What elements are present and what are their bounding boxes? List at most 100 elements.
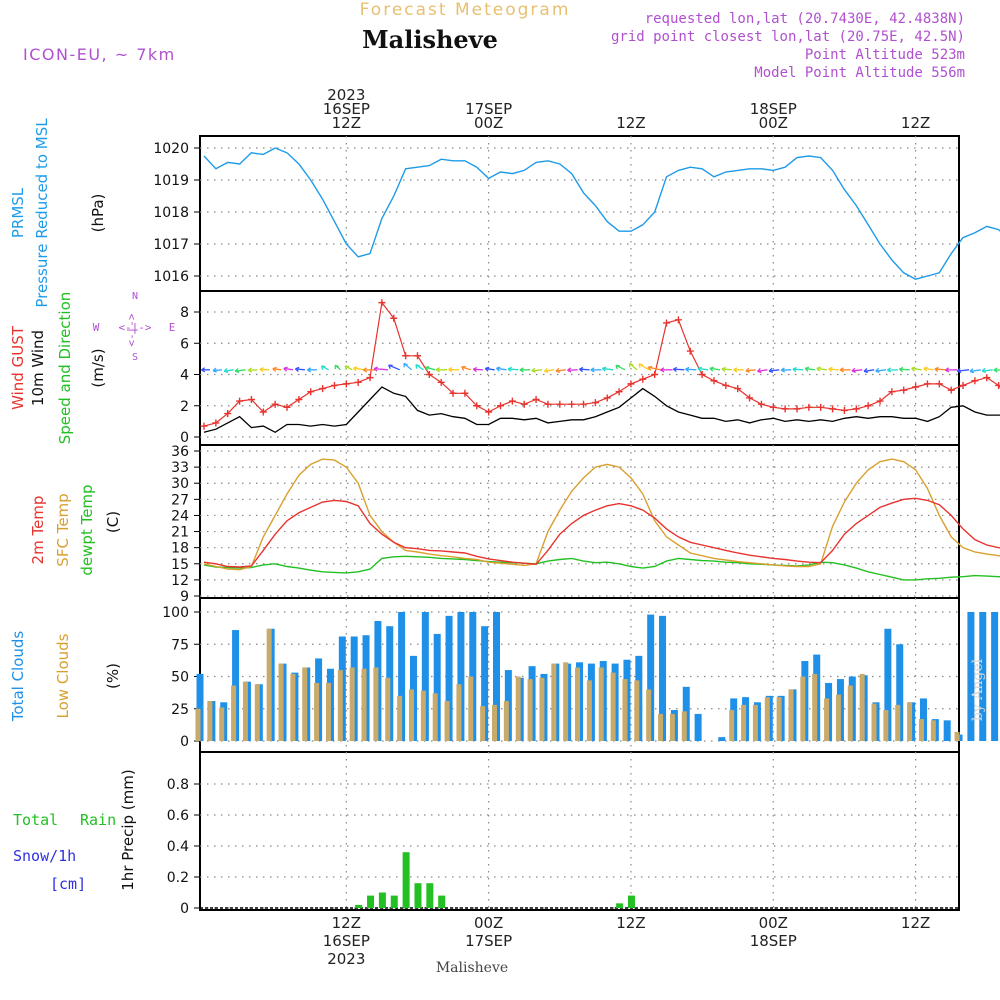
gust-marker xyxy=(591,399,599,407)
gust-marker xyxy=(307,388,315,396)
low-cloud-bar xyxy=(492,704,497,741)
bottom-time-label: 16SEP xyxy=(323,932,370,950)
gust-marker xyxy=(259,408,267,416)
wind-direction-arrow xyxy=(697,366,709,372)
gust-marker xyxy=(354,378,362,386)
compass-s: S xyxy=(132,352,138,363)
low-cloud-bar xyxy=(480,706,486,741)
wind-direction-arrow xyxy=(294,366,305,372)
gust-marker xyxy=(722,381,730,389)
low-cloud-bar xyxy=(741,704,747,741)
gust-marker xyxy=(497,402,504,410)
gust-marker xyxy=(769,403,777,411)
wind-direction-arrow xyxy=(531,367,543,373)
gust-marker xyxy=(485,408,493,416)
wind-direction-arrow xyxy=(780,367,792,373)
gust-marker xyxy=(781,405,789,413)
low-cloud-bar xyxy=(314,682,320,741)
panel-frame xyxy=(199,751,960,911)
low-cloud-bar xyxy=(800,676,806,741)
gust-marker xyxy=(888,388,896,396)
rain-bar xyxy=(367,895,375,908)
compass-n: N xyxy=(132,291,138,302)
wind-direction-arrow xyxy=(448,367,460,373)
gust-marker xyxy=(615,388,623,396)
requested-coords: requested lon,lat (20.7430E, 42.4838N) xyxy=(645,11,965,27)
gust-marker xyxy=(342,380,350,388)
wind-direction-arrow xyxy=(567,367,578,373)
wind-10m-label: 10m Wind xyxy=(29,330,47,406)
gust-marker xyxy=(912,383,920,391)
low-cloud-bar xyxy=(420,690,426,741)
y-tick-label: 4 xyxy=(180,368,189,384)
wind-direction-arrow xyxy=(981,367,993,374)
rain-bar xyxy=(426,883,434,908)
y-tick-label: 1017 xyxy=(153,237,189,253)
low-cloud-bar xyxy=(337,670,343,741)
compass-e: E xyxy=(169,321,176,334)
low-cloud-bar xyxy=(373,667,379,741)
y-tick-label: 2 xyxy=(180,399,189,415)
low-cloud-bar xyxy=(254,684,260,741)
gust-marker xyxy=(224,410,232,418)
low-cloud-bar xyxy=(242,681,248,741)
y-tick-label: 1016 xyxy=(153,269,189,285)
low-cloud-bar xyxy=(598,667,604,741)
wind-direction-arrow xyxy=(768,367,780,374)
wind-direction-arrow xyxy=(435,367,448,373)
wind-gust-line xyxy=(203,301,1000,427)
gust-marker xyxy=(295,396,303,403)
total-cloud-bar xyxy=(481,626,489,741)
dewpoint-line xyxy=(203,555,1000,581)
gust-marker xyxy=(402,352,410,360)
bottom-time-label: 17SEP xyxy=(465,932,512,950)
wind-direction-arrow xyxy=(969,368,981,374)
low-cloud-bar xyxy=(658,713,664,741)
wind-direction-arrow xyxy=(307,367,317,373)
low-cloud-bar xyxy=(456,684,462,741)
gust-marker xyxy=(995,381,1000,389)
gust-marker xyxy=(663,319,671,327)
model-name: ICON-EU, ~ 7km xyxy=(23,45,176,64)
gust-marker xyxy=(852,405,860,413)
low-cloud-bar xyxy=(349,667,355,741)
temp-dew-label: dewpt Temp xyxy=(78,484,96,575)
rain-bar xyxy=(355,904,363,908)
gust-marker xyxy=(425,371,433,378)
total-cloud-bar xyxy=(493,612,500,741)
low-cloud-bar xyxy=(231,685,237,741)
2m-temp-line xyxy=(203,497,1000,568)
total-cloud-bar xyxy=(457,612,465,741)
wind-direction-arrow xyxy=(934,366,946,372)
wind-direction-arrow xyxy=(733,367,744,373)
wind-direction-arrow xyxy=(507,366,519,372)
low-cloud-bar xyxy=(883,710,889,741)
low-cloud-bar xyxy=(859,673,865,741)
rain-bar xyxy=(402,852,410,908)
total-cloud-bar xyxy=(967,612,975,741)
top-time-label: 17SEP xyxy=(465,100,512,118)
wind-direction-arrow xyxy=(757,368,768,374)
total-cloud-bar xyxy=(445,615,453,741)
y-tick-label: 0 xyxy=(180,734,189,750)
total-cloud-bar xyxy=(694,713,702,741)
top-time-label: 00Z xyxy=(759,114,788,132)
wind-direction-arrow xyxy=(519,367,531,373)
gust-marker xyxy=(876,397,884,405)
gust-marker xyxy=(461,389,469,397)
wind-direction-arrow xyxy=(272,366,282,372)
top-time-label: 00Z xyxy=(474,114,503,132)
top-time-label: 12Z xyxy=(901,114,930,132)
wind-direction-arrow xyxy=(945,367,958,373)
low-cloud-bar xyxy=(219,707,225,741)
precip-total-label: Total xyxy=(13,811,58,829)
precip-rain-label: Rain xyxy=(80,811,116,829)
total-cloud-bar xyxy=(943,720,951,741)
gust-marker xyxy=(544,400,552,408)
gust-marker xyxy=(390,314,398,322)
gust-marker xyxy=(520,400,528,408)
low-cloud-bar xyxy=(432,693,438,741)
wind-direction-arrow xyxy=(234,367,246,374)
low-cloud-bar xyxy=(954,731,960,741)
